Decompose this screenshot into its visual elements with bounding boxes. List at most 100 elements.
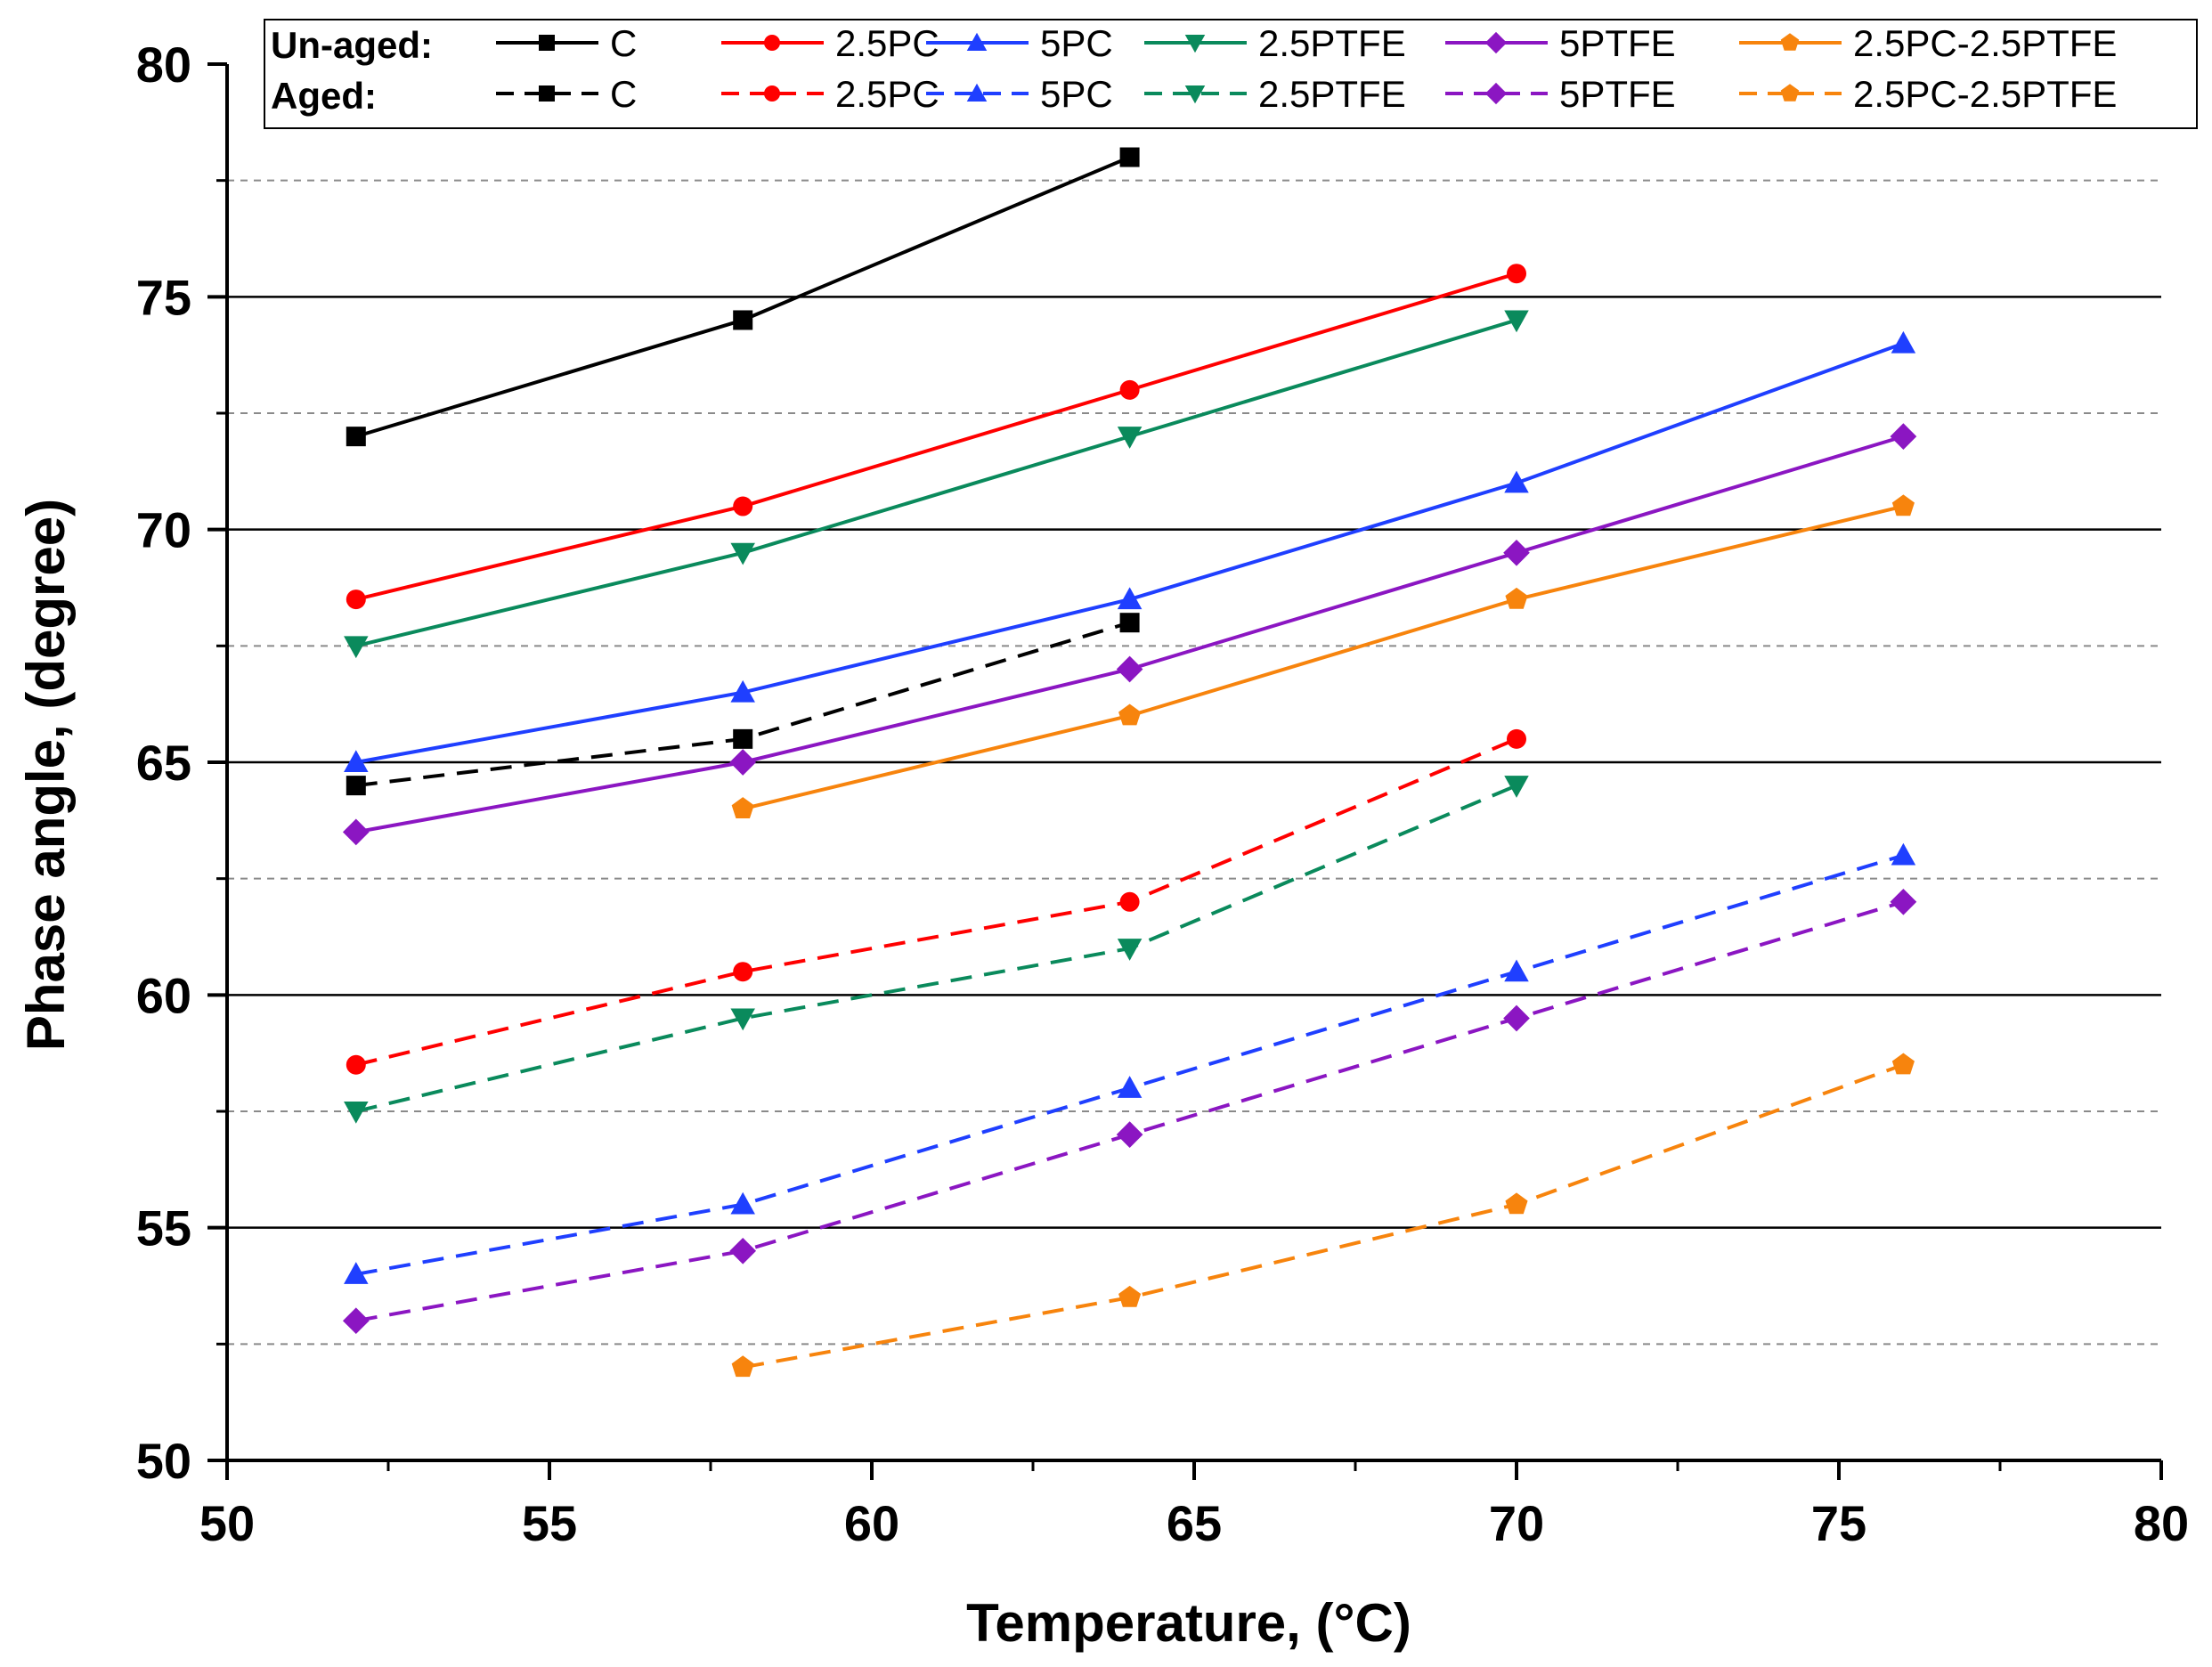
legend-label: C — [610, 73, 637, 115]
y-tick-label: 55 — [136, 1200, 191, 1256]
data-point — [344, 636, 369, 659]
data-point — [1503, 1004, 1530, 1032]
series-aged-25ptfe — [344, 776, 1529, 1124]
data-point — [1507, 264, 1526, 284]
data-point — [346, 590, 366, 610]
data-point — [1504, 310, 1529, 333]
x-tick-label: 75 — [1811, 1495, 1866, 1551]
data-point — [346, 1054, 366, 1075]
series-line — [742, 504, 1904, 811]
data-point — [1891, 330, 1916, 354]
y-tick-label: 50 — [136, 1433, 191, 1489]
legend-label: 2.5PC-2.5PTFE — [1853, 73, 2117, 115]
y-axis-title: Phase angle, (degree) — [16, 499, 76, 1051]
data-point — [730, 679, 755, 703]
data-point — [731, 797, 754, 818]
legend-marker — [1780, 33, 1800, 51]
y-tick-label: 65 — [136, 735, 191, 791]
data-point — [1119, 613, 1140, 633]
x-axis-title: Temperature, (°C) — [966, 1593, 1411, 1653]
data-point — [342, 818, 370, 846]
series-line — [355, 318, 1517, 648]
series-line — [355, 272, 1517, 602]
series-lines — [342, 147, 1917, 1378]
data-point — [1118, 1285, 1142, 1307]
x-tick-label: 70 — [1489, 1495, 1544, 1551]
data-point — [1119, 147, 1140, 167]
legend-label: C — [610, 22, 637, 64]
data-point — [344, 750, 369, 772]
data-point — [1890, 888, 1917, 915]
data-point — [1505, 587, 1528, 609]
legend-marker — [539, 35, 555, 51]
legend-row-label-unaged: Un-aged: — [271, 24, 433, 66]
series-aged-25pc-25ptfe — [731, 1053, 1915, 1378]
y-tick-label: 70 — [136, 502, 191, 558]
data-point — [342, 1307, 370, 1335]
data-point — [1119, 891, 1140, 912]
data-point — [344, 1262, 369, 1284]
data-point — [346, 427, 366, 447]
legend-marker — [539, 85, 555, 102]
data-point — [733, 728, 753, 749]
y-tick-label: 80 — [136, 37, 191, 93]
data-point — [344, 1102, 369, 1124]
grid-lines — [227, 179, 2161, 1346]
legend-label: 2.5PC-2.5PTFE — [1853, 22, 2117, 64]
series-un-aged-c — [346, 147, 1140, 447]
series-aged-5pc — [344, 842, 1916, 1284]
data-point — [1503, 539, 1530, 566]
data-point — [729, 749, 757, 776]
series-aged-5ptfe — [342, 888, 1917, 1335]
data-point — [1504, 470, 1529, 493]
data-point — [730, 542, 755, 565]
series-un-aged-25pc-25ptfe — [731, 494, 1915, 818]
legend-label: 5PC — [1040, 22, 1113, 64]
series-aged-25pc — [346, 728, 1526, 1075]
data-point — [731, 1355, 754, 1378]
data-point — [1505, 1192, 1528, 1215]
data-point — [1891, 494, 1915, 516]
legend-label: 5PC — [1040, 73, 1113, 115]
data-point — [1116, 1121, 1143, 1148]
data-point — [1891, 842, 1916, 866]
data-point — [733, 496, 753, 516]
series-un-aged-25ptfe — [344, 310, 1529, 659]
data-point — [1118, 703, 1142, 726]
legend-label: 2.5PTFE — [1258, 22, 1406, 64]
data-point — [729, 1237, 757, 1264]
data-point — [346, 776, 366, 796]
data-point — [1891, 1053, 1915, 1075]
data-point — [1504, 776, 1529, 798]
data-point — [1119, 379, 1140, 400]
data-point — [1117, 427, 1143, 449]
legend-marker — [764, 35, 780, 51]
series-un-aged-5ptfe — [342, 423, 1917, 846]
series-un-aged-5pc — [344, 330, 1916, 772]
legend-marker — [1184, 85, 1206, 104]
series-line — [742, 1062, 1905, 1370]
legend-label: 2.5PTFE — [1258, 73, 1406, 115]
series-line — [355, 784, 1517, 1113]
y-tick-label: 60 — [136, 967, 191, 1023]
data-point — [1117, 587, 1143, 610]
tick-marks: 50 55 60 65 70 75 80 50 55 60 65 70 75 80 — [136, 37, 2189, 1551]
x-tick-label: 60 — [844, 1495, 899, 1551]
data-point — [733, 962, 753, 982]
legend-label: 2.5PC — [835, 73, 939, 115]
legend-row-label-aged: Aged: — [271, 75, 377, 117]
data-point — [733, 310, 753, 330]
data-point — [1890, 423, 1917, 450]
series-aged-c — [346, 613, 1140, 796]
series-un-aged-25pc — [346, 264, 1526, 610]
data-point — [1507, 728, 1526, 749]
x-tick-label: 55 — [522, 1495, 577, 1551]
data-point — [1117, 1076, 1143, 1098]
legend-marker — [1780, 84, 1800, 102]
data-point — [730, 1191, 755, 1215]
legend-label: 5PTFE — [1559, 73, 1676, 115]
x-tick-label: 65 — [1167, 1495, 1222, 1551]
data-point — [1116, 655, 1143, 683]
